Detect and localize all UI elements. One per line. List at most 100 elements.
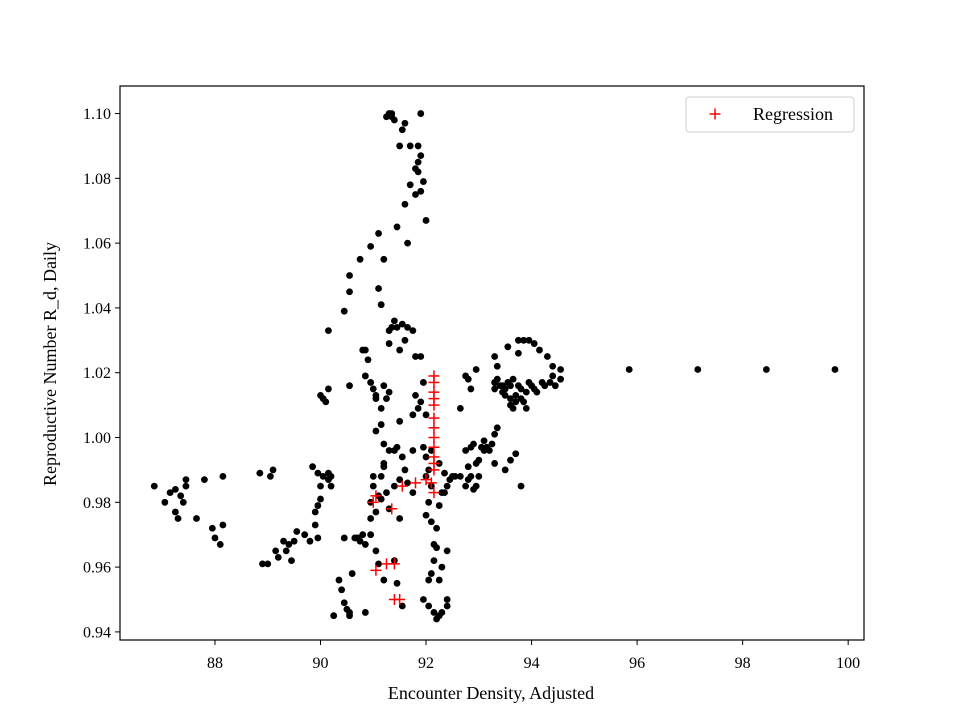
- data-point: [544, 353, 551, 360]
- x-tick-label: 96: [629, 655, 645, 672]
- data-point: [388, 323, 396, 331]
- data-point: [625, 366, 633, 373]
- data-point: [480, 437, 488, 445]
- x-tick-label: 92: [418, 655, 434, 672]
- data-point: [422, 511, 430, 519]
- data-point: [512, 391, 520, 399]
- data-point: [335, 576, 343, 584]
- data-point: [462, 447, 470, 454]
- data-point: [290, 537, 298, 545]
- data-point: [322, 398, 330, 406]
- data-point: [509, 404, 517, 412]
- data-point: [401, 200, 409, 208]
- data-point: [435, 576, 443, 584]
- data-point: [398, 126, 406, 134]
- data-point: [406, 142, 414, 150]
- data-point: [551, 382, 559, 390]
- data-point: [443, 596, 451, 603]
- data-point: [493, 424, 501, 432]
- data-point: [433, 524, 440, 532]
- data-point: [172, 485, 179, 493]
- data-point: [504, 343, 512, 351]
- data-point: [377, 472, 385, 480]
- data-point: [393, 223, 401, 231]
- regression-point: [428, 422, 440, 434]
- data-point: [409, 411, 417, 419]
- data-point: [694, 366, 702, 373]
- data-point: [507, 456, 514, 464]
- data-point: [264, 560, 272, 568]
- data-point: [314, 469, 322, 477]
- data-point: [293, 528, 301, 535]
- data-point: [361, 541, 369, 548]
- regression-point: [367, 496, 379, 508]
- data-point: [396, 515, 404, 522]
- data-point: [470, 440, 477, 448]
- data-point: [346, 612, 353, 620]
- regression-point: [428, 487, 440, 499]
- data-point: [182, 482, 190, 490]
- data-point: [311, 508, 319, 516]
- data-point: [414, 404, 422, 412]
- data-point: [417, 152, 425, 160]
- data-point: [174, 515, 182, 522]
- data-point: [377, 301, 385, 309]
- data-point: [385, 340, 393, 347]
- data-point: [491, 385, 499, 393]
- x-tick-label: 94: [524, 655, 540, 672]
- data-point: [288, 557, 295, 565]
- data-point: [201, 476, 208, 484]
- legend-box: [685, 96, 855, 133]
- regression-point: [428, 432, 440, 444]
- data-point: [425, 576, 433, 584]
- data-point: [383, 395, 390, 403]
- data-point: [417, 398, 425, 406]
- data-point: [517, 385, 525, 393]
- data-point: [340, 599, 348, 607]
- y-tick-label: 1.10: [83, 106, 111, 123]
- y-tick-label: 1.00: [83, 430, 111, 447]
- regression-point: [370, 490, 382, 502]
- data-point: [338, 586, 346, 594]
- data-point: [441, 489, 448, 496]
- regression-point: [370, 564, 382, 576]
- data-point: [517, 482, 525, 490]
- data-point: [404, 239, 411, 247]
- data-point: [425, 498, 433, 506]
- data-point: [491, 353, 499, 360]
- data-point: [464, 463, 472, 471]
- data-point: [266, 472, 274, 480]
- data-point: [493, 375, 501, 383]
- data-point: [430, 557, 438, 565]
- data-point: [420, 443, 427, 451]
- data-point: [393, 579, 401, 587]
- data-point: [177, 492, 185, 500]
- data-point: [443, 482, 451, 490]
- data-point: [396, 476, 404, 484]
- data-point: [380, 255, 388, 263]
- y-tick-label: 1.04: [83, 300, 111, 317]
- data-point: [831, 366, 839, 373]
- data-point: [546, 379, 554, 386]
- data-point: [412, 191, 419, 198]
- data-point: [346, 288, 353, 296]
- data-point: [150, 482, 158, 490]
- data-point: [380, 440, 388, 448]
- regression-point: [386, 503, 398, 515]
- y-tick-label: 0.94: [83, 624, 111, 641]
- data-point: [470, 485, 477, 493]
- data-point: [414, 142, 422, 150]
- data-point: [491, 460, 499, 467]
- data-point: [514, 336, 522, 344]
- data-point: [522, 404, 530, 412]
- y-tick-label: 0.96: [83, 560, 111, 577]
- legend-plus-marker: [709, 108, 721, 120]
- data-point: [317, 482, 324, 490]
- regression-point: [388, 558, 400, 570]
- data-point: [420, 596, 427, 603]
- data-point: [438, 563, 446, 571]
- data-point: [427, 447, 435, 454]
- data-point: [435, 502, 443, 509]
- data-point: [396, 142, 404, 150]
